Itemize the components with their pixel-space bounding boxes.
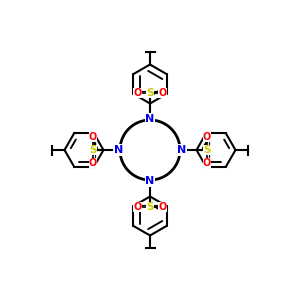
Text: O: O (158, 202, 167, 212)
Text: S: S (89, 145, 97, 155)
Text: O: O (89, 132, 97, 142)
Text: N: N (146, 113, 154, 124)
Text: O: O (158, 88, 167, 98)
Text: O: O (133, 202, 142, 212)
Text: N: N (177, 145, 186, 155)
Text: O: O (133, 88, 142, 98)
Text: S: S (146, 88, 154, 98)
Text: O: O (203, 132, 211, 142)
Text: S: S (203, 145, 211, 155)
Text: S: S (146, 202, 154, 212)
Text: O: O (89, 158, 97, 168)
Text: N: N (146, 176, 154, 187)
Text: O: O (203, 158, 211, 168)
Text: N: N (114, 145, 123, 155)
